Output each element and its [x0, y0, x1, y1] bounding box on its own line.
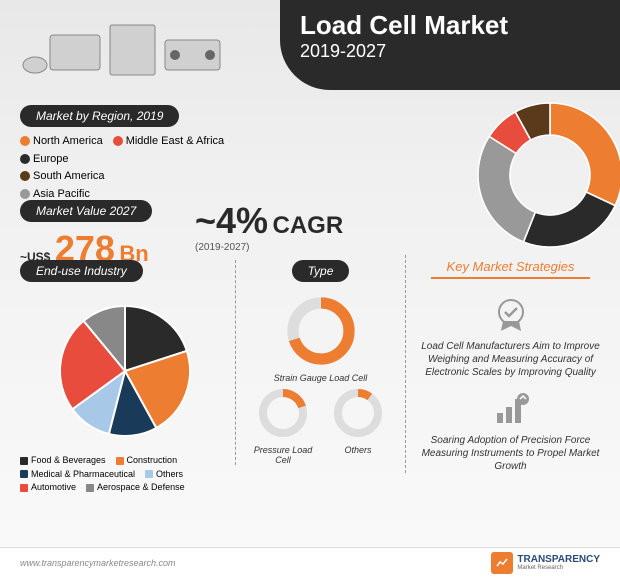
footer-logo: TRANSPARENCY Market Research [491, 552, 600, 574]
footer: www.transparencymarketresearch.com TRANS… [0, 547, 620, 577]
enduse-legend: Food & Beverages ConstructionMedical & Ph… [20, 454, 230, 495]
legend-item: Automotive [20, 481, 76, 495]
bars-up-icon [491, 389, 531, 429]
region-legend: North America Middle East & Africa EuropeS… [20, 133, 320, 203]
date-range: 2019-2027 [300, 41, 600, 62]
logo-badge-icon [491, 552, 513, 574]
strategy-text: Load Cell Manufacturers Aim to Improve W… [416, 340, 605, 379]
check-badge-icon [491, 295, 531, 335]
enduse-pie-chart [50, 296, 200, 446]
cagr-section: ~4% CAGR (2019-2027) [195, 200, 375, 253]
legend-item: South America [20, 168, 105, 186]
type-section: Type Strain Gauge Load Cell Pressure Load… [235, 260, 395, 465]
type-label: Strain Gauge Load Cell [246, 373, 395, 383]
page-title: Load Cell Market [300, 10, 600, 41]
logo-text: TRANSPARENCY [517, 554, 600, 565]
strategy-item: Soaring Adoption of Precision Force Meas… [416, 389, 605, 473]
region-badge: Market by Region, 2019 [20, 105, 179, 127]
legend-item: Aerospace & Defense [86, 481, 185, 495]
legend-item: Construction [116, 454, 178, 468]
legend-item: Medical & Pharmaceutical [20, 468, 135, 482]
cagr-value: ~4% [195, 200, 268, 241]
type-label: Pressure Load Cell [248, 445, 318, 465]
type-badge: Type [292, 260, 350, 282]
strategies-badge: Key Market Strategies [431, 255, 591, 279]
strategies-section: Key Market Strategies Load Cell Manufact… [405, 255, 605, 473]
legend-item: Europe [20, 151, 68, 169]
type-label: Others [323, 445, 393, 455]
region-donut-chart [440, 95, 620, 255]
region-section: Market by Region, 2019 North America Midd… [20, 105, 320, 203]
cagr-period: (2019-2027) [195, 242, 375, 253]
legend-item: North America [20, 133, 103, 151]
legend-item: Food & Beverages [20, 454, 106, 468]
product-image [20, 10, 240, 90]
footer-url: www.transparencymarketresearch.com [20, 558, 176, 568]
strategy-item: Load Cell Manufacturers Aim to Improve W… [416, 295, 605, 379]
market-value-badge: Market Value 2027 [20, 200, 152, 222]
type-donut-item: Strain Gauge Load Cell [246, 296, 395, 383]
type-donut-item: Others [323, 388, 393, 465]
type-donuts: Strain Gauge Load Cell Pressure Load Cell… [246, 296, 395, 465]
enduse-section: End-use Industry Food & Beverages Constru… [20, 260, 230, 495]
cagr-label: CAGR [273, 212, 344, 239]
legend-item: Middle East & Africa [113, 133, 224, 151]
strategy-text: Soaring Adoption of Precision Force Meas… [416, 434, 605, 473]
type-donut-item: Pressure Load Cell [248, 388, 318, 465]
header-banner: Load Cell Market 2019-2027 [280, 0, 620, 90]
legend-item: Others [145, 468, 183, 482]
logo-sub: Market Research [517, 565, 600, 571]
enduse-badge: End-use Industry [20, 260, 143, 282]
